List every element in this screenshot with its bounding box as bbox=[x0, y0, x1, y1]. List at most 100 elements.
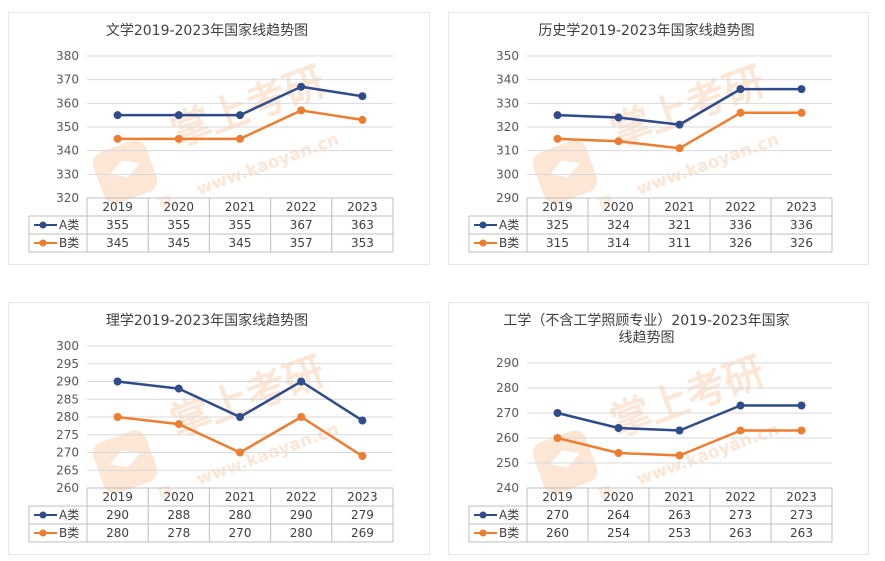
legend-key-marker bbox=[479, 529, 487, 537]
data-point-a bbox=[614, 424, 623, 432]
table-value: 280 bbox=[290, 526, 313, 540]
legend-key-marker bbox=[39, 529, 47, 537]
data-point-b bbox=[736, 426, 745, 435]
data-point-a bbox=[675, 120, 684, 129]
chart-panel-engineering: 掌上考研 www.kaoyan.cn 研 工学（不含工学照顾专业）2019-2023年… bbox=[448, 302, 869, 555]
legend-label: A类 bbox=[499, 508, 519, 522]
y-tick-label: 320 bbox=[56, 191, 79, 205]
category-label: 2020 bbox=[603, 200, 634, 214]
y-tick-label: 290 bbox=[496, 191, 519, 205]
chart-title: 工学（不含工学照顾专业）2019-2023年国家 bbox=[503, 312, 789, 329]
table-value: 290 bbox=[106, 508, 129, 522]
watermark-logo-icon bbox=[92, 430, 158, 494]
data-point-a bbox=[297, 82, 306, 91]
category-label: 2020 bbox=[603, 490, 634, 504]
data-point-a bbox=[614, 113, 623, 122]
data-point-a bbox=[113, 377, 122, 386]
legend-key-marker bbox=[39, 511, 47, 519]
category-label: 2023 bbox=[347, 490, 378, 504]
category-label: 2023 bbox=[786, 200, 817, 214]
table-value: 270 bbox=[229, 526, 252, 540]
data-point-b bbox=[736, 108, 745, 117]
chart-panel-science: 掌上考研 www.kaoyan.cn 研 理学2019-2023年国家线趋势图 260 2… bbox=[8, 302, 430, 555]
data-point-a bbox=[553, 409, 562, 417]
data-point-b bbox=[113, 413, 122, 421]
category-label: 2021 bbox=[664, 200, 695, 214]
y-tick-label: 285 bbox=[56, 392, 79, 406]
table-value: 353 bbox=[351, 236, 374, 250]
table-value: 326 bbox=[790, 236, 813, 250]
table-value: 336 bbox=[729, 218, 752, 232]
y-tick-label: 240 bbox=[496, 481, 519, 495]
category-label: 2021 bbox=[225, 490, 256, 504]
data-point-a bbox=[236, 111, 244, 120]
y-tick-label: 275 bbox=[56, 428, 79, 442]
table-value: 290 bbox=[290, 508, 313, 522]
data-point-b bbox=[553, 434, 562, 442]
table-value: 253 bbox=[668, 526, 691, 540]
data-point-a bbox=[675, 426, 684, 435]
legend-label: B类 bbox=[59, 236, 79, 250]
table-value: 278 bbox=[167, 526, 190, 540]
watermark-cap-icon bbox=[109, 160, 140, 178]
table-value: 355 bbox=[106, 218, 129, 232]
chart-panel-history: 掌上考研 www.kaoyan.cn 研 历史学2019-2023年国家线趋势图 290… bbox=[448, 12, 869, 265]
legend-label: B类 bbox=[59, 526, 79, 540]
table-value: 273 bbox=[790, 508, 813, 522]
data-point-b bbox=[797, 108, 806, 117]
y-tick-label: 330 bbox=[496, 96, 519, 110]
table-value: 363 bbox=[351, 218, 374, 232]
data-point-a bbox=[797, 85, 806, 94]
chart-panel-literature: 掌上考研 www.kaoyan.cn 研 文学2019-2023年国家线趋势图 320 3… bbox=[8, 12, 430, 265]
y-tick-label: 310 bbox=[496, 144, 519, 158]
y-tick-label: 300 bbox=[56, 339, 79, 353]
table-value: 263 bbox=[790, 526, 813, 540]
table-value: 321 bbox=[668, 218, 691, 232]
data-point-a bbox=[358, 416, 367, 425]
table-value: 357 bbox=[290, 236, 313, 250]
y-tick-label: 265 bbox=[56, 463, 79, 477]
category-label: 2021 bbox=[664, 490, 695, 504]
table-value: 315 bbox=[546, 236, 569, 250]
table-value: 280 bbox=[229, 508, 252, 522]
data-point-b bbox=[553, 134, 562, 143]
y-tick-label: 260 bbox=[56, 481, 79, 495]
table-value: 263 bbox=[729, 526, 752, 540]
legend-label: A类 bbox=[499, 218, 519, 232]
data-point-a bbox=[736, 85, 745, 94]
category-label: 2019 bbox=[542, 200, 573, 214]
table-value: 336 bbox=[790, 218, 813, 232]
table-value: 269 bbox=[351, 526, 374, 540]
watermark-cap-icon bbox=[109, 450, 140, 468]
data-point-a bbox=[358, 92, 367, 101]
legend-label: A类 bbox=[59, 508, 79, 522]
y-tick-label: 340 bbox=[56, 144, 79, 158]
data-point-a bbox=[297, 377, 306, 386]
data-point-b bbox=[236, 448, 244, 457]
category-label: 2023 bbox=[786, 490, 817, 504]
category-label: 2019 bbox=[102, 490, 133, 504]
data-point-a bbox=[797, 401, 806, 410]
category-label: 2022 bbox=[725, 490, 756, 504]
data-point-a bbox=[174, 111, 183, 120]
legend-key-marker bbox=[39, 239, 47, 247]
category-label: 2019 bbox=[542, 490, 573, 504]
chart-title: 线趋势图 bbox=[619, 330, 675, 346]
y-tick-label: 280 bbox=[496, 381, 519, 395]
y-tick-label: 290 bbox=[496, 356, 519, 370]
data-point-a bbox=[736, 401, 745, 410]
watermark-logo-icon bbox=[532, 430, 598, 494]
data-point-b bbox=[174, 134, 183, 143]
y-tick-label: 380 bbox=[56, 49, 79, 63]
y-tick-label: 330 bbox=[56, 167, 79, 181]
legend-key-marker bbox=[479, 511, 487, 519]
table-value: 345 bbox=[229, 236, 252, 250]
legend-label: A类 bbox=[59, 218, 79, 232]
data-point-a bbox=[236, 413, 244, 421]
category-label: 2021 bbox=[225, 200, 256, 214]
